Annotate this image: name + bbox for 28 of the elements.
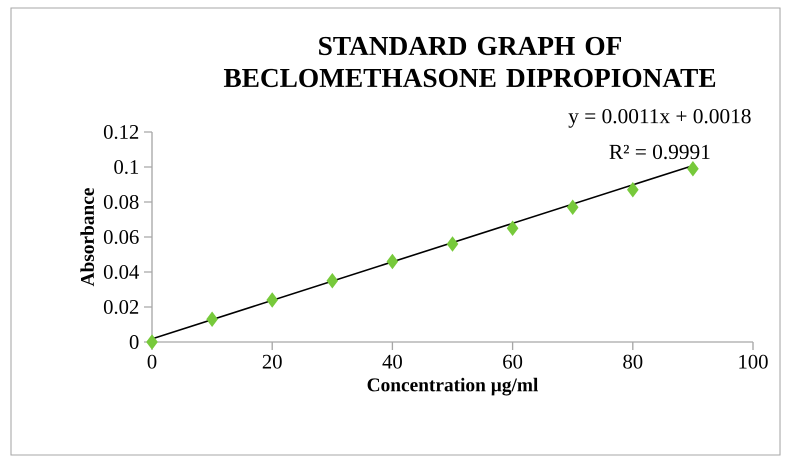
point: [506, 220, 518, 236]
chart-title: STANDARD GRAPH OF BECLOMETHASONE DIPROPIONATE: [224, 36, 716, 88]
y-tick-label: 0.08: [104, 194, 138, 210]
y-tick-label: 0.04: [104, 264, 139, 280]
point: [146, 334, 158, 350]
point: [687, 161, 699, 176]
x-axis-title: Concentration µg/ml: [368, 378, 538, 396]
point: [206, 312, 218, 327]
point: [326, 273, 338, 288]
x-tick-label: 60: [503, 354, 522, 369]
y-tick-label: 0.06: [104, 230, 139, 244]
point: [627, 182, 639, 198]
y-tick-label: 0: [130, 335, 138, 349]
point: [266, 292, 278, 308]
point: [446, 236, 458, 252]
annotation: R² = 0.9991: [609, 144, 710, 160]
x-tick-label: 80: [623, 354, 642, 369]
y-axis-title: Absorbance: [80, 188, 94, 286]
x-tick-label: 100: [739, 354, 768, 369]
x-tick-label: 20: [262, 354, 282, 369]
x-tick-label: 0: [148, 354, 156, 369]
y-tick-label: 0.1: [114, 160, 138, 174]
y-tick-label: 0.12: [104, 124, 138, 140]
point: [386, 254, 398, 270]
text: y = 0.0011x + 0.0018: [568, 108, 751, 128]
point: [566, 200, 578, 215]
y-tick-label: 0.02: [104, 300, 138, 314]
x-tick-label: 40: [382, 354, 402, 369]
